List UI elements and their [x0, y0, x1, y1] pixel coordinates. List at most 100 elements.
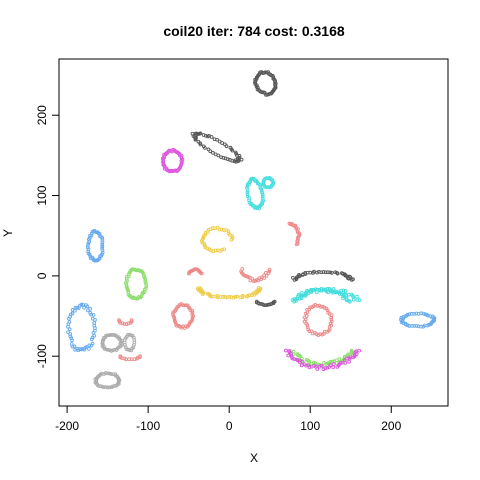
data-point — [319, 363, 324, 368]
data-point — [132, 343, 136, 347]
cluster-cyan-loop — [245, 176, 266, 211]
data-point — [213, 248, 218, 253]
x-tick-label: -200 — [55, 419, 79, 433]
data-point — [127, 332, 132, 337]
data-point — [113, 373, 118, 378]
data-point — [328, 363, 333, 368]
data-point — [347, 359, 351, 364]
data-point — [143, 278, 148, 282]
data-point — [323, 270, 328, 275]
data-point — [247, 196, 251, 200]
data-point — [208, 149, 213, 154]
data-point — [200, 237, 205, 241]
data-point — [124, 357, 128, 362]
data-point — [101, 385, 106, 390]
data-point — [92, 328, 97, 333]
data-point — [428, 314, 432, 318]
x-tick-label: 200 — [381, 419, 401, 433]
data-point — [226, 157, 230, 162]
x-axis-label: X — [250, 451, 258, 465]
data-point — [69, 336, 74, 341]
cluster-cyan-small — [261, 176, 276, 190]
data-point — [107, 333, 112, 338]
data-point — [245, 192, 250, 197]
cluster-magenta-blob — [161, 147, 185, 174]
data-point — [305, 323, 310, 327]
x-tick-label: 0 — [226, 419, 233, 433]
data-point — [190, 317, 195, 322]
data-point — [196, 288, 201, 292]
data-point — [212, 294, 217, 299]
data-point — [102, 345, 106, 349]
data-point — [329, 323, 334, 328]
data-point — [315, 270, 319, 275]
data-point — [259, 277, 263, 281]
data-point — [295, 358, 300, 363]
cluster-gray-bottom — [93, 371, 122, 390]
data-point — [267, 269, 272, 274]
data-point — [92, 321, 97, 325]
data-point — [251, 279, 256, 283]
y-tick-label: -100 — [35, 344, 49, 368]
data-point — [351, 277, 355, 282]
data-point — [116, 379, 121, 384]
data-point — [328, 359, 333, 364]
data-point — [122, 322, 127, 326]
data-point — [67, 316, 71, 321]
data-point — [106, 347, 110, 352]
data-point — [333, 270, 338, 275]
data-point — [200, 238, 204, 243]
data-point — [352, 354, 357, 359]
data-point — [331, 287, 336, 291]
data-point — [219, 227, 224, 232]
data-point — [138, 354, 142, 359]
data-point — [109, 349, 114, 353]
data-point — [139, 294, 144, 299]
data-point — [221, 155, 226, 160]
data-point — [107, 385, 112, 390]
data-point — [329, 271, 334, 275]
data-point — [304, 290, 309, 295]
data-point — [186, 305, 191, 310]
data-point — [221, 294, 225, 299]
y-tick-label: 100 — [35, 185, 49, 205]
data-point — [228, 145, 233, 150]
data-point — [67, 327, 72, 332]
data-point — [143, 280, 148, 284]
data-point — [230, 158, 235, 163]
data-point — [223, 142, 227, 147]
data-point — [236, 158, 241, 163]
data-point — [87, 347, 91, 351]
data-point — [230, 236, 235, 240]
data-point — [294, 277, 299, 282]
data-point — [100, 238, 105, 242]
data-point — [112, 347, 117, 352]
data-point — [257, 206, 261, 211]
cluster-pink-small-arc — [187, 267, 204, 276]
data-point — [190, 312, 195, 317]
data-point — [414, 311, 419, 316]
data-point — [304, 292, 308, 297]
data-point — [202, 243, 207, 248]
data-point — [432, 319, 436, 323]
data-point — [331, 362, 336, 366]
data-point — [215, 294, 220, 298]
data-point — [314, 290, 319, 295]
data-point — [188, 308, 193, 312]
data-point — [421, 311, 426, 316]
data-point — [70, 344, 75, 349]
data-point — [258, 286, 263, 291]
data-point — [122, 356, 127, 361]
y-tick-label: 200 — [35, 105, 49, 125]
cluster-yellow-top — [200, 225, 235, 254]
cluster-pink-left-blob — [171, 302, 196, 330]
data-point — [329, 289, 333, 294]
data-point — [175, 323, 179, 328]
data-point — [322, 329, 327, 334]
data-point — [211, 151, 215, 155]
data-point — [173, 320, 178, 325]
data-point — [144, 284, 149, 288]
data-point — [86, 308, 90, 313]
data-point — [203, 146, 207, 150]
data-point — [259, 188, 264, 193]
